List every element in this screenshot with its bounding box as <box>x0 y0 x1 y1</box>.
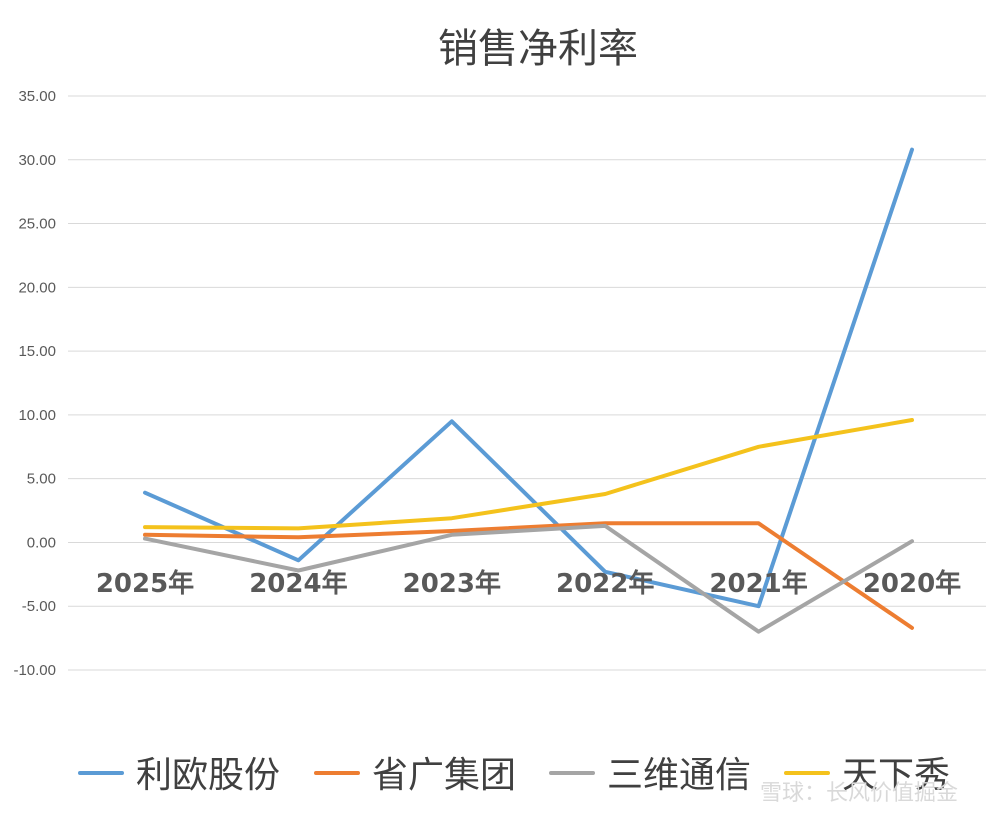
y-tick-label: 35.00 <box>18 88 56 105</box>
y-tick-label: 0.00 <box>27 534 56 551</box>
x-tick-label: 2023年 <box>403 568 501 599</box>
y-tick-label: 20.00 <box>18 279 56 296</box>
y-tick-label: 25.00 <box>18 216 56 233</box>
legend: 利欧股份 省广集团 三维通信 天下秀 <box>78 755 950 796</box>
x-tick-label: 2022年 <box>556 568 654 599</box>
legend-label-4: 天下秀 <box>842 755 950 796</box>
legend-label-3: 三维通信 <box>607 755 751 796</box>
y-tick-label: 10.00 <box>18 407 56 424</box>
y-tick-label: 5.00 <box>27 471 56 488</box>
series-line-1 <box>143 147 914 609</box>
legend-label-2: 省广集团 <box>372 755 516 796</box>
chart-title: 销售净利率 <box>438 26 638 72</box>
y-tick-label: -5.00 <box>22 598 56 615</box>
x-tick-label: 2020年 <box>863 568 961 599</box>
x-tick-label: 2024年 <box>249 568 347 599</box>
x-tick-label: 2025年 <box>96 568 194 599</box>
x-axis-ticks: 2025年 2024年 2023年 2022年 2021年 2020年 <box>96 568 961 599</box>
legend-label-1: 利欧股份 <box>136 755 280 796</box>
y-tick-label: -10.00 <box>13 662 56 679</box>
y-tick-label: 30.00 <box>18 152 56 169</box>
series-line-3 <box>143 523 914 634</box>
series-line-2 <box>143 521 914 630</box>
gridlines <box>68 95 986 671</box>
y-axis-ticks: 35.00 30.00 25.00 20.00 15.00 10.00 5.00 0.00 -5… <box>13 88 56 679</box>
series-lines <box>143 147 914 634</box>
series-line-4 <box>143 418 914 531</box>
watermark-text: 雪球：长风价值掘金 <box>760 781 958 806</box>
y-tick-label: 15.00 <box>18 343 56 360</box>
x-tick-label: 2021年 <box>709 568 807 599</box>
